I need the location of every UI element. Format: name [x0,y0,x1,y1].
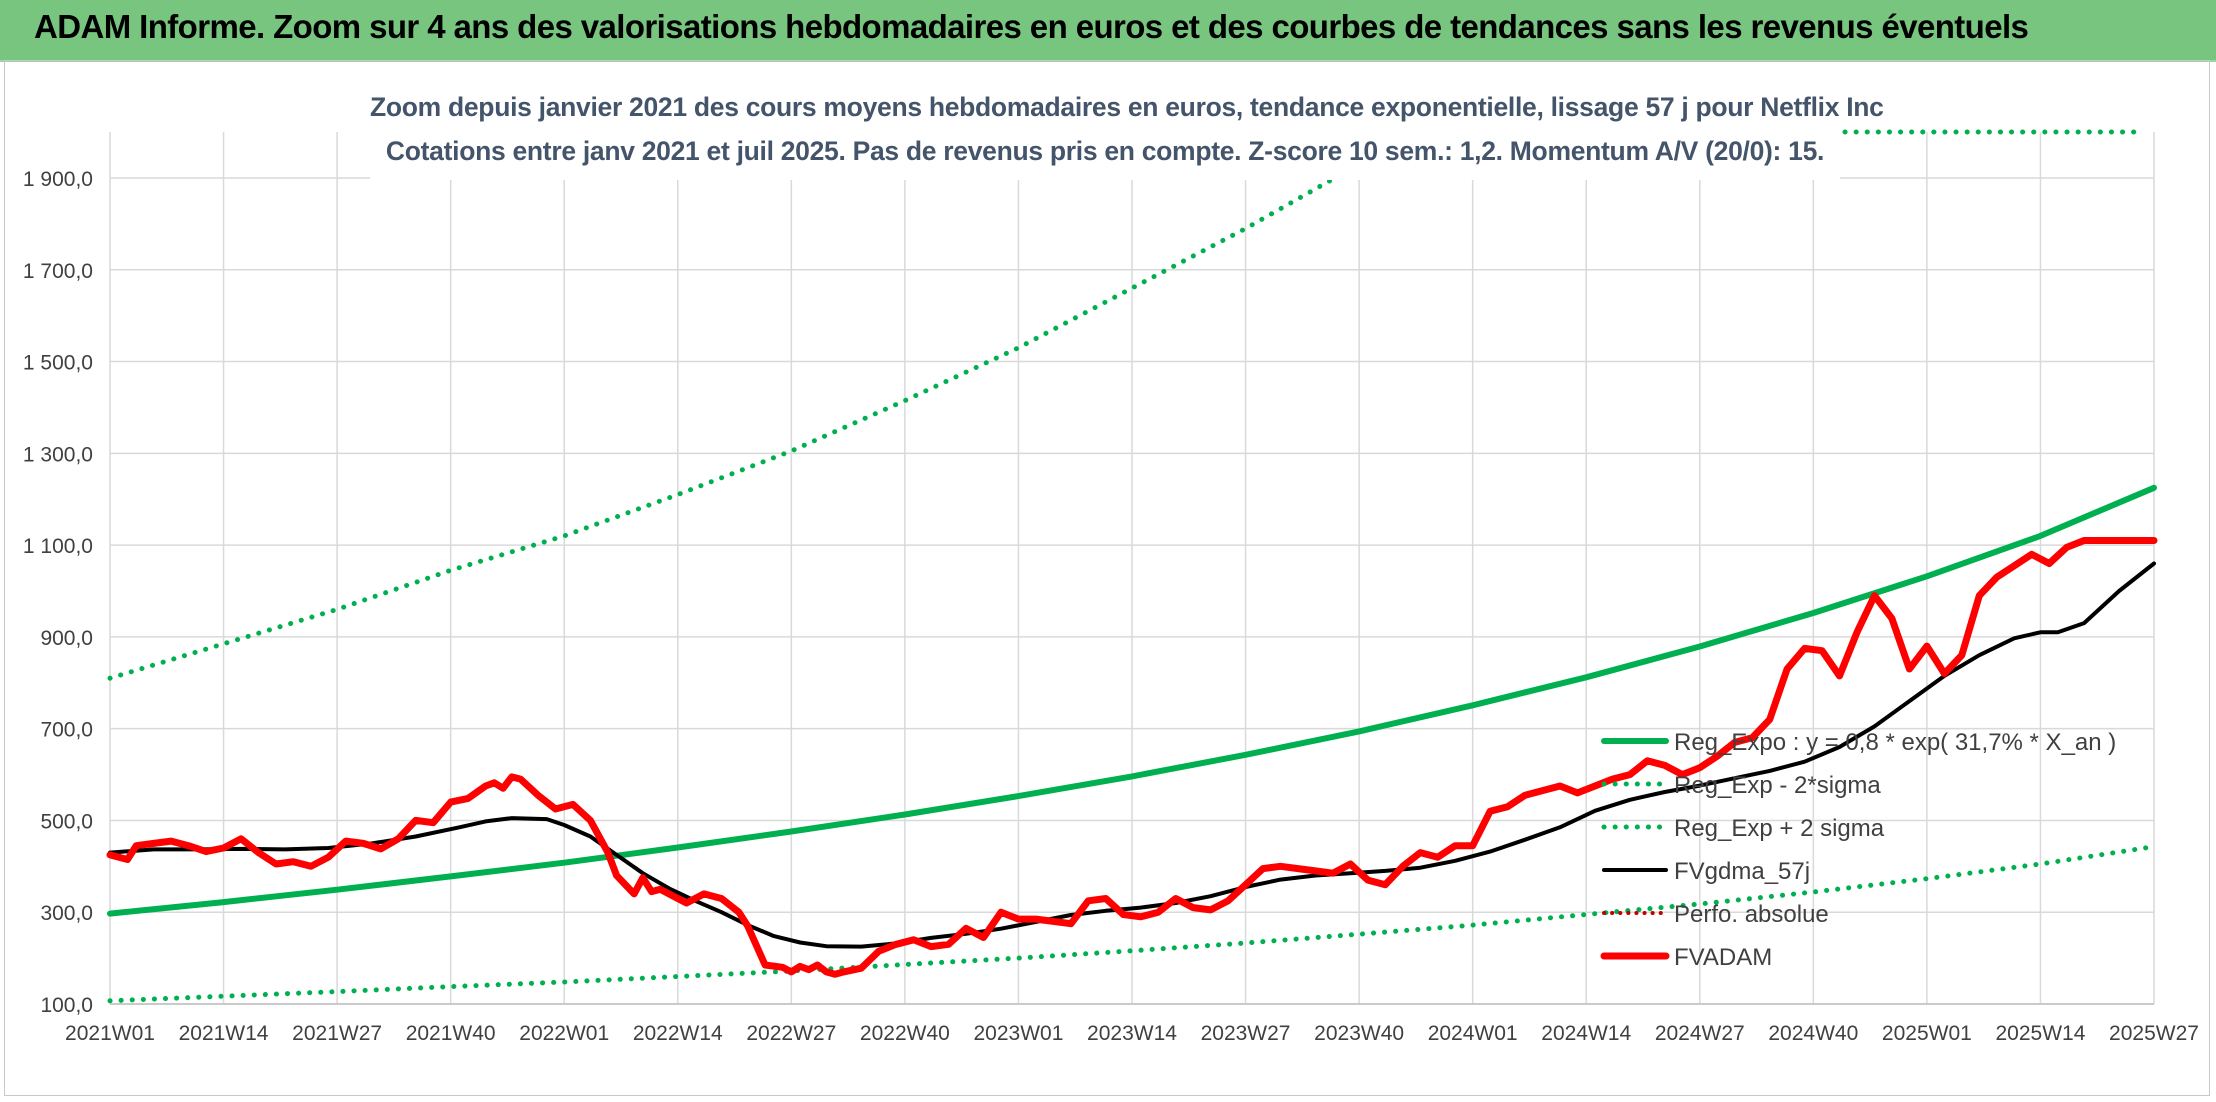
series-line-3 [108,561,2156,949]
series-line-1 [107,844,2157,1004]
legend-label: FVADAM [1674,944,1772,971]
legend-label: Perfo. absolue [1674,901,1829,928]
x-tick-label: 2024W40 [1768,1022,1858,1045]
y-tick-label: 1 900,0 [23,168,93,191]
legend-label: Reg_Expo : y = 0,8 * exp( 31,7% * X_an ) [1674,729,2116,756]
y-tick-label: 900,0 [40,627,93,650]
x-tick-label: 2024W27 [1655,1022,1745,1045]
x-tick-label: 2024W01 [1428,1022,1518,1045]
chart-subtitle: Cotations entre janv 2021 et juil 2025. … [385,136,1825,166]
x-tick-label: 2021W01 [65,1022,155,1045]
x-tick-label: 2024W14 [1541,1022,1631,1045]
x-tick-label: 2021W14 [179,1022,269,1045]
header-banner: ADAM Informe. Zoom sur 4 ans des valoris… [0,0,2216,62]
series-line-5 [106,537,2158,978]
x-tick-label: 2023W14 [1087,1022,1177,1045]
x-tick-label: 2022W01 [519,1022,609,1045]
x-tick-label: 2025W14 [1995,1022,2085,1045]
y-tick-label: 1 500,0 [23,352,93,375]
x-tick-label: 2023W27 [1201,1022,1291,1045]
legend-label: Reg_Exp + 2 sigma [1674,815,1885,842]
chart-frame [4,60,2210,1096]
x-tick-label: 2021W27 [292,1022,382,1045]
y-tick-label: 1 700,0 [23,260,93,283]
x-tick-label: 2025W27 [2109,1022,2199,1045]
legend-label: Reg_Exp - 2*sigma [1674,772,1881,799]
x-tick-label: 2022W40 [860,1022,950,1045]
chart-title-box: Zoom depuis janvier 2021 des cours moyen… [370,86,1884,180]
chart-title: Zoom depuis janvier 2021 des cours moyen… [370,92,1884,122]
x-tick-label: 2022W14 [633,1022,723,1045]
x-tick-label: 2022W27 [746,1022,836,1045]
y-tick-label: 1 300,0 [23,443,93,466]
y-tick-label: 100,0 [40,994,93,1017]
x-tick-label: 2023W01 [973,1022,1063,1045]
series-line-2 [107,161,1362,681]
y-tick-label: 700,0 [40,719,93,742]
y-tick-label: 1 100,0 [23,535,93,558]
legend-label: FVgdma_57j [1674,858,1810,885]
page-title: ADAM Informe. Zoom sur 4 ans des valoris… [34,8,2029,45]
y-tick-label: 300,0 [40,902,93,925]
x-tick-label: 2023W40 [1314,1022,1404,1045]
x-tick-label: 2025W01 [1882,1022,1972,1045]
x-tick-label: 2021W40 [406,1022,496,1045]
series-line-0 [107,484,2157,917]
y-tick-label: 500,0 [40,810,93,833]
